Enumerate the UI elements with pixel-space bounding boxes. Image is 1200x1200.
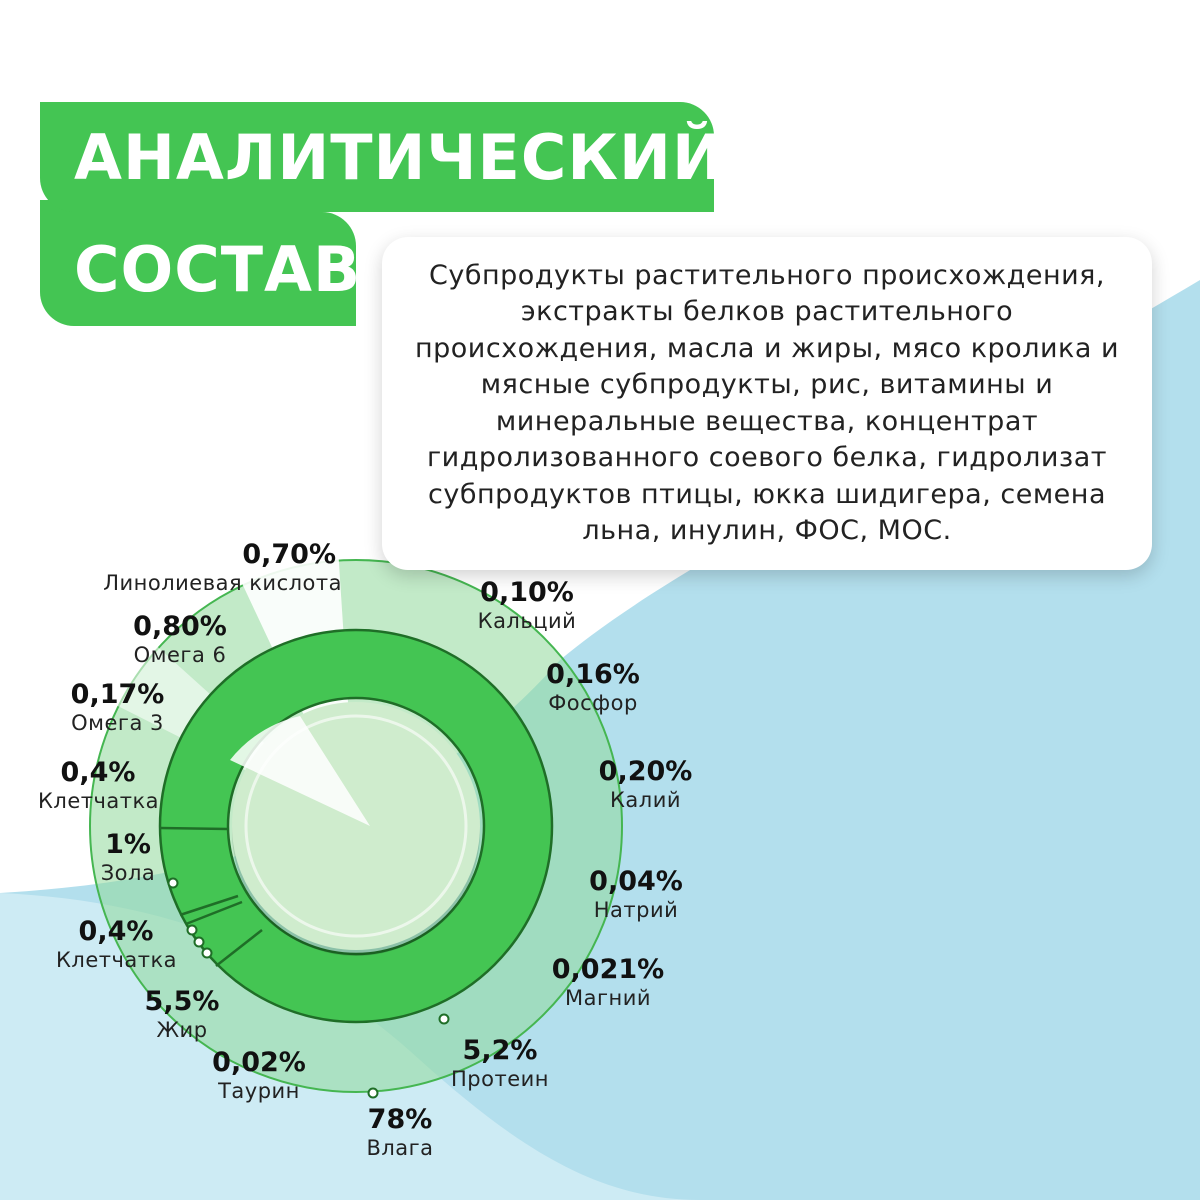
label-fat: 5,5% Жир xyxy=(132,987,232,1043)
label-linoleic: 0,70% Линолиевая кислота xyxy=(92,540,342,596)
marker-dot xyxy=(438,1013,450,1025)
label-potassium: 0,20% Калий xyxy=(588,757,703,813)
marker-dot xyxy=(201,947,213,959)
label-moisture: 78% Влага xyxy=(345,1105,455,1161)
marker-dot xyxy=(167,877,179,889)
label-name: Натрий xyxy=(593,898,679,922)
label-name: Клетчатка xyxy=(56,948,178,972)
label-name: Фосфор xyxy=(548,691,638,715)
label-omega6: 0,80% Омега 6 xyxy=(120,612,240,668)
label-name: Линолиевая кислота xyxy=(103,571,342,595)
label-value: 1% xyxy=(105,829,151,860)
center-disc-white-wedge xyxy=(230,716,370,826)
label-value: 0,16% xyxy=(546,659,640,690)
main-ring xyxy=(160,630,552,1022)
marker-dot xyxy=(193,936,205,948)
label-omega3: 0,17% Омега 3 xyxy=(60,680,175,736)
label-name: Омега 3 xyxy=(71,711,164,735)
label-protein: 5,2% Протеин xyxy=(440,1036,560,1092)
label-sodium: 0,04% Натрий xyxy=(576,867,696,923)
label-magnesium: 0,021% Магний xyxy=(543,955,673,1011)
segment-divider-3 xyxy=(185,900,243,926)
label-value: 0,02% xyxy=(212,1047,306,1078)
segment-divider-1 xyxy=(159,826,229,831)
label-value: 0,10% xyxy=(480,577,574,608)
center-disc xyxy=(230,702,480,956)
label-value: 0,17% xyxy=(70,679,165,710)
label-value: 0,80% xyxy=(133,611,227,642)
composition-card: Субпродукты растительного происхождения,… xyxy=(382,237,1152,570)
label-value: 0,4% xyxy=(60,757,136,788)
label-fiber: 0,4% Клетчатка xyxy=(56,916,178,973)
label-value: 5,5% xyxy=(144,986,220,1017)
title-line-1: АНАЛИТИЧЕСКИЙ xyxy=(40,102,724,212)
label-name: Таурин xyxy=(218,1079,300,1103)
main-donut xyxy=(158,628,554,1024)
label-value: 0,20% xyxy=(598,756,693,787)
label-phosphorus: 0,16% Фосфор xyxy=(538,660,648,716)
segment-divider-2 xyxy=(179,894,239,917)
label-calcium: 0,10% Кальций xyxy=(472,578,582,634)
marker-dot xyxy=(367,1087,379,1099)
label-value: 0,70% xyxy=(242,539,336,570)
title-line-2: СОСТАВ xyxy=(40,212,360,326)
label-ash: 1% Зола xyxy=(78,830,178,886)
label-name: Влага xyxy=(366,1136,434,1160)
label-value: 5,2% xyxy=(462,1035,538,1066)
label-fiber-outer: 0,4% Клетчатка xyxy=(38,757,160,814)
label-name: Жир xyxy=(156,1018,208,1042)
label-name: Кальций xyxy=(477,609,577,633)
main-ring-inner-edge xyxy=(226,696,486,956)
composition-text: Субпродукты растительного происхождения,… xyxy=(415,259,1119,547)
center-disc-highlight xyxy=(244,714,468,938)
label-name: Клетчатка xyxy=(38,789,160,813)
label-taurine: 0,02% Таурин xyxy=(204,1048,314,1104)
marker-dot xyxy=(186,924,198,936)
label-name: Зола xyxy=(100,861,156,885)
label-value: 0,4% xyxy=(78,916,154,947)
label-value: 78% xyxy=(367,1104,433,1135)
label-name: Омега 6 xyxy=(133,643,227,667)
label-value: 0,04% xyxy=(589,866,683,897)
main-ring-outer-edge xyxy=(158,628,554,1024)
segment-divider-4 xyxy=(215,929,263,967)
label-name: Протеин xyxy=(451,1067,549,1091)
label-name: Магний xyxy=(564,986,652,1010)
label-name: Калий xyxy=(610,788,681,812)
label-value: 0,021% xyxy=(551,954,665,985)
marker-dots xyxy=(167,877,450,1099)
